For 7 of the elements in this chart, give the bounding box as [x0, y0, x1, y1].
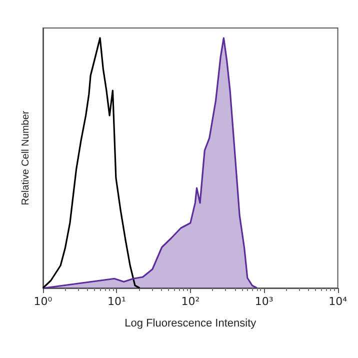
y-axis-title: Relative Cell Number [20, 110, 32, 206]
x-tick-label: 10¹ [107, 295, 126, 308]
x-tick-label: 10³ [254, 295, 274, 308]
x-tick-label: 10⁴ [328, 295, 348, 308]
x-tick-label: 10⁰ [34, 295, 53, 308]
x-axis-title: Log Fluorescence Intensity [124, 318, 257, 330]
x-tick-label: 10² [181, 295, 200, 308]
